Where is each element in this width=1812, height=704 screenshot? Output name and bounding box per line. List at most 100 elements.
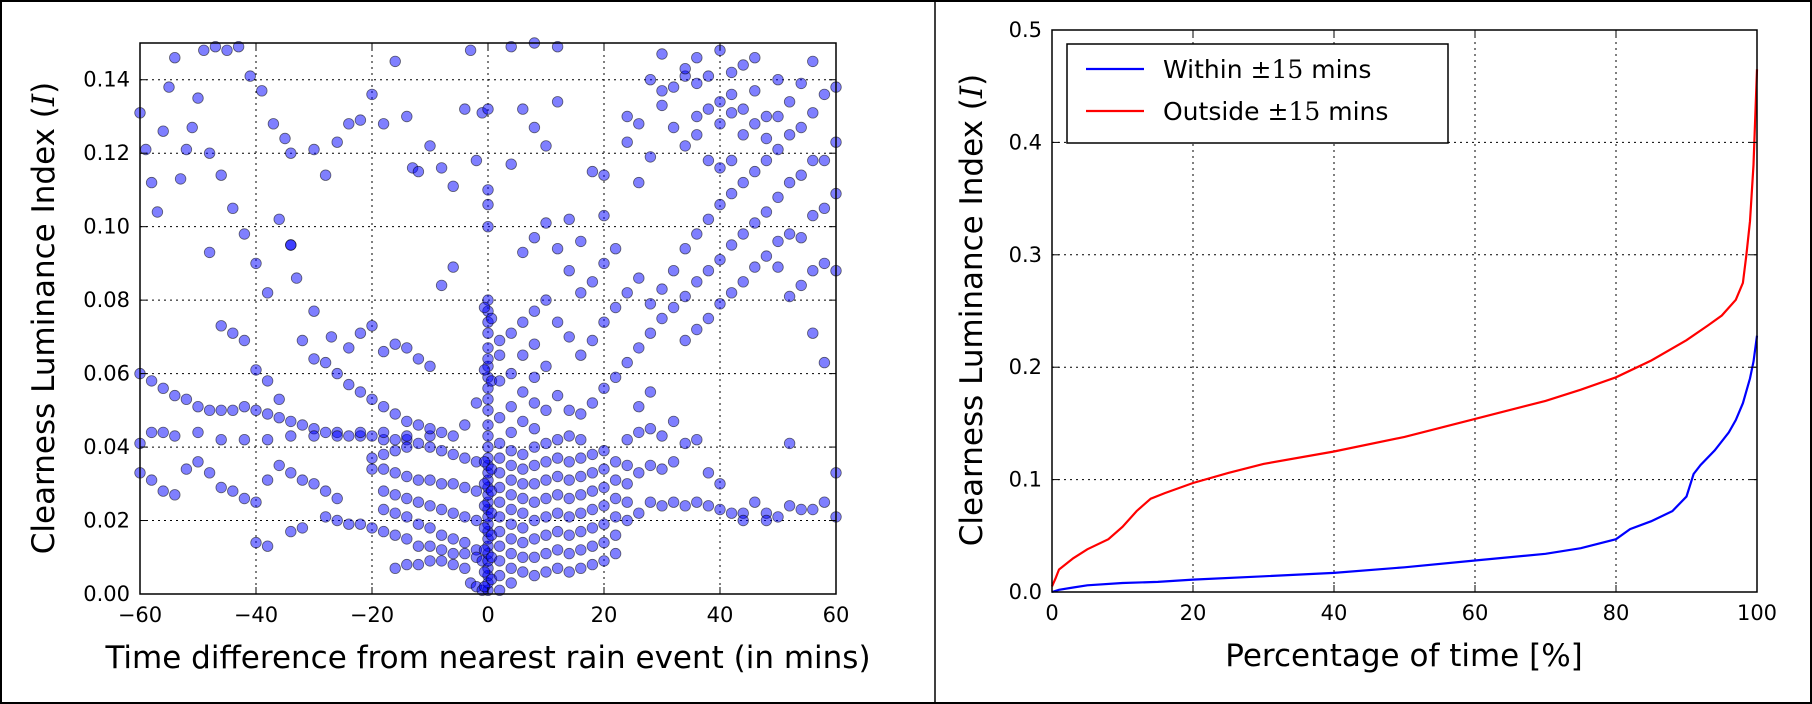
scatter-point	[691, 110, 703, 123]
scatter-y-tick-label-1: 0.02	[83, 509, 130, 533]
scatter-point	[505, 41, 517, 53]
scatter-point	[435, 426, 448, 439]
scatter-point	[250, 536, 262, 549]
scatter-point	[267, 118, 280, 130]
scatter-point	[783, 129, 796, 141]
scatter-point	[633, 272, 645, 284]
scatter-point	[459, 419, 471, 431]
scatter-point	[435, 555, 448, 567]
scatter-point	[482, 327, 494, 339]
scatter-point	[169, 430, 181, 442]
scatter-point	[517, 448, 529, 461]
scatter-point	[598, 481, 610, 494]
scatter-point	[377, 345, 390, 358]
scatter-y-tick-label-6: 0.12	[83, 141, 130, 165]
scatter-point	[621, 459, 633, 472]
scatter-point	[633, 507, 645, 519]
scatter-point	[377, 463, 390, 475]
scatter-point	[656, 463, 668, 475]
scatter-point	[760, 206, 773, 218]
scatter-point	[505, 327, 517, 339]
scatter-point	[772, 191, 784, 204]
scatter-point	[464, 44, 477, 57]
scatter-point	[505, 459, 517, 472]
scatter-point	[256, 85, 268, 97]
scatter-point	[540, 437, 552, 450]
scatter-point	[505, 489, 517, 501]
scatter-y-tick-label-5: 0.10	[83, 215, 130, 239]
scatter-point	[667, 265, 680, 277]
scatter-point	[714, 198, 726, 211]
scatter-point	[296, 419, 309, 431]
scatter-point	[493, 511, 506, 523]
scatter-point	[609, 547, 622, 560]
scatter-point	[435, 529, 448, 541]
scatter-point	[575, 235, 587, 248]
scatter-point	[470, 154, 483, 167]
scatter-point	[180, 393, 193, 406]
scatter-point	[354, 426, 367, 439]
scatter-point	[319, 511, 332, 523]
scatter-point	[424, 360, 436, 373]
legend-label-within-math: ±15	[1251, 55, 1304, 84]
scatter-point	[308, 305, 320, 317]
scatter-x-tick-label-5: 40	[707, 603, 734, 627]
scatter-point	[691, 52, 703, 64]
scatter-point	[737, 59, 749, 71]
scatter-point	[517, 246, 529, 259]
scatter-point	[644, 151, 657, 163]
scatter-point	[157, 125, 169, 137]
scatter-point	[714, 96, 726, 108]
scatter-point	[250, 364, 262, 376]
scatter-point	[331, 514, 343, 527]
scatter-point	[598, 518, 610, 530]
scatter-point	[563, 404, 575, 417]
scatter-point	[261, 375, 274, 387]
scatter-point	[285, 147, 297, 159]
scatter-point	[424, 474, 436, 486]
scatter-point	[714, 478, 726, 490]
scatter-point	[644, 496, 657, 508]
scatter-point	[261, 540, 274, 552]
scatter-point	[528, 338, 541, 350]
scatter-point	[261, 474, 274, 486]
scatter-point	[227, 327, 239, 339]
scatter-point	[760, 154, 773, 167]
scatter-point	[470, 485, 483, 497]
scatter-point	[737, 129, 749, 141]
scatter-point	[575, 287, 587, 299]
scatter-point	[575, 562, 587, 575]
scatter-point	[482, 198, 494, 211]
scatter-point	[679, 500, 691, 512]
scatter-point	[679, 437, 691, 450]
scatter-point	[389, 55, 401, 68]
scatter-point	[412, 437, 425, 450]
scatter-point	[174, 173, 187, 185]
scatter-point	[157, 426, 169, 439]
scatter-point	[319, 169, 332, 181]
scatter-point	[702, 265, 715, 277]
scatter-point	[598, 382, 610, 395]
scatter-point	[598, 316, 610, 328]
scatter-point	[609, 456, 622, 468]
scatter-point	[435, 503, 448, 516]
scatter-point	[250, 404, 262, 417]
scatter-point	[783, 500, 796, 512]
scatter-point	[621, 478, 633, 490]
scatter-x-tick-label-1: −40	[234, 603, 278, 627]
scatter-point	[389, 434, 401, 446]
line-y-tick-label-5: 0.5	[1009, 18, 1042, 42]
scatter-point	[540, 566, 552, 578]
scatter-point	[528, 459, 541, 472]
line-y-axis-label-close: )	[954, 74, 990, 86]
scatter-point	[598, 500, 610, 512]
scatter-point	[505, 518, 517, 530]
scatter-point	[725, 287, 738, 299]
scatter-point	[725, 187, 738, 200]
scatter-point	[598, 445, 610, 457]
scatter-point	[586, 540, 599, 552]
scatter-point	[783, 228, 796, 240]
line-y-tick-label-2: 0.2	[1009, 355, 1042, 379]
scatter-point	[389, 338, 401, 350]
scatter-point	[586, 448, 599, 461]
